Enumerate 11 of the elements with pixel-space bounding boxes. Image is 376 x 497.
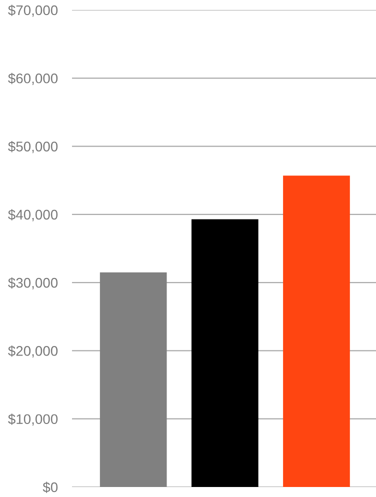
bar — [191, 219, 258, 487]
y-tick-label: $0 — [42, 482, 58, 493]
y-tick-label: $70,000 — [8, 4, 58, 17]
y-tick-label: $30,000 — [8, 277, 58, 290]
bar — [100, 272, 167, 487]
y-tick-label: $40,000 — [8, 209, 58, 222]
y-tick-label: $50,000 — [8, 141, 58, 154]
y-tick-label: $60,000 — [8, 72, 58, 85]
bar — [283, 176, 350, 487]
y-tick-label: $10,000 — [8, 414, 58, 426]
y-tick-label: $20,000 — [8, 345, 58, 358]
